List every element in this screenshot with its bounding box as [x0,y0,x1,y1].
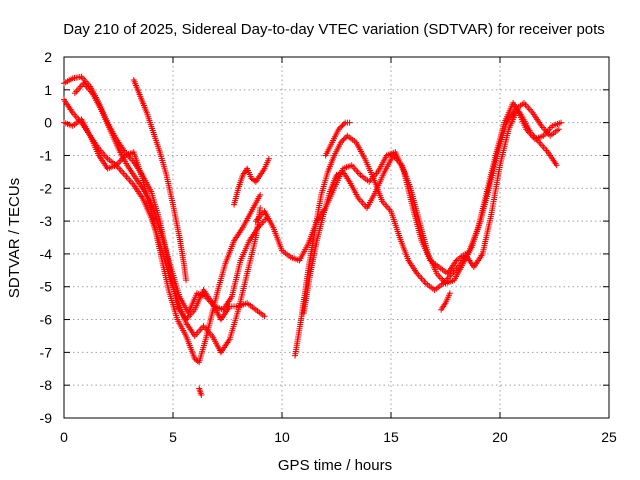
data-point [336,124,343,131]
series-track-12 [438,290,453,313]
series-track-9 [300,99,562,316]
data-point [341,135,348,142]
x-tick-label: 5 [169,429,177,445]
y-tick-label: -7 [40,344,53,360]
data-point [558,119,565,126]
x-tick-label: 25 [601,429,617,445]
data-point [261,313,268,320]
y-tick-label: -8 [40,377,53,393]
data-point [198,392,205,399]
data-point [265,155,272,162]
data-marks [61,73,565,399]
data-point [257,204,264,211]
series-track-3 [61,116,264,366]
plot-frame [63,56,610,419]
series-track-11 [196,385,205,399]
data-point [346,119,353,126]
y-tick-label: -2 [40,180,53,196]
x-tick-label: 20 [492,429,508,445]
data-point [251,177,258,184]
y-tick-label: -3 [40,213,53,229]
y-tick-label: -9 [40,410,53,426]
chart-title: Day 210 of 2025, Sidereal Day-to-day VTE… [63,21,605,38]
y-tick-label: -1 [40,147,53,163]
series-track-10 [322,119,353,159]
data-point [339,122,346,129]
data-point [335,126,342,133]
series-track-6 [231,155,272,208]
data-point [446,290,453,297]
y-tick-label: 2 [44,49,52,65]
x-tick-label: 15 [383,429,399,445]
x-tick-label: 10 [274,429,290,445]
data-point [340,120,347,127]
series-track-7 [252,106,565,277]
data-point [257,191,264,198]
series-track-4 [71,80,270,316]
axis-ticks: 0 5 10 15 20 25 -9 -8 -7 -6 -5 -4 -3 -2 -1 0 1 2 [40,49,617,445]
y-tick-label: 1 [44,82,52,98]
y-tick-label: -6 [40,312,53,328]
y-tick-label: -4 [40,246,53,262]
data-point [339,138,346,145]
x-tick-label: 0 [60,429,68,445]
y-tick-label: 0 [44,115,52,131]
data-point [555,126,562,133]
series-track-5 [130,76,190,284]
data-point [338,123,345,130]
x-axis-label: GPS time / hours [278,457,392,474]
data-point [183,277,190,284]
y-tick-label: -5 [40,279,53,295]
y-axis-label: SDTVAR / TECUs [6,178,23,298]
data-point [337,139,344,146]
data-point [340,136,347,143]
data-point [553,162,560,169]
